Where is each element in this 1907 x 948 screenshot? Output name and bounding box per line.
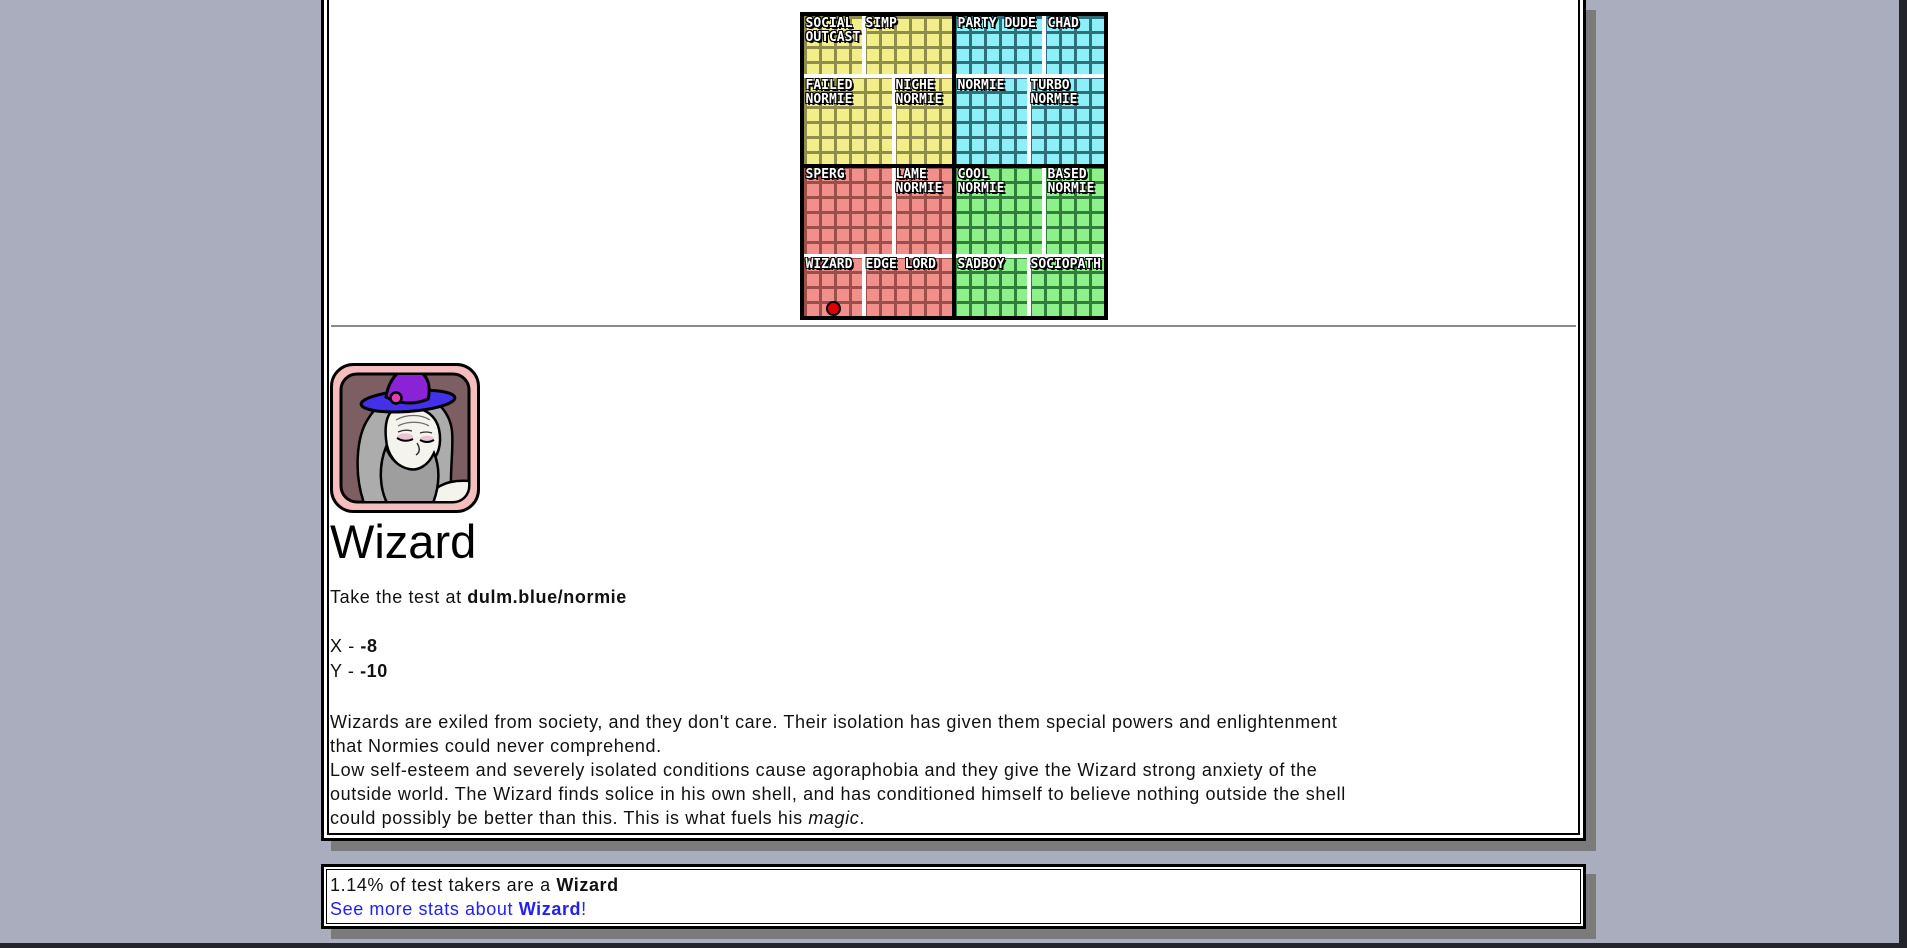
region-label-simp: SIMP	[865, 16, 897, 31]
region-label-party-dude: PARTY DUDE	[957, 16, 1036, 31]
stats-link-prefix: See more stats about	[330, 899, 519, 919]
chart-section: SOCIAL OUTCAST SIMP PARTY DUDE CHAD FAILED N…	[799, 12, 1108, 320]
description-line-end: could possibly be better than this. This…	[330, 808, 809, 828]
region-label-cool-normie: COOL NORMIE	[957, 167, 1005, 196]
coordinates-block: X - -8 Y - -10	[330, 634, 1572, 684]
sub-divider-line	[1026, 76, 1031, 166]
axis-line	[803, 164, 1104, 168]
magic-italic-word: magic	[808, 808, 860, 828]
region-label-social-outcast: SOCIAL OUTCAST	[805, 16, 861, 45]
region-label-turbo-normie: TURBO NORMIE	[1030, 78, 1078, 107]
quadrant-top-left	[803, 16, 954, 166]
normie-alignment-chart: SOCIAL OUTCAST SIMP PARTY DUDE CHAD FAILED N…	[799, 12, 1108, 320]
stats-content: 1.14% of test takers are a Wizard See mo…	[327, 870, 1580, 921]
sub-divider-line	[861, 256, 866, 316]
x-coordinate-label: X -	[330, 636, 361, 656]
result-section: Wizard Take the test at dulm.blue/normie…	[329, 363, 1578, 833]
description-line: that Normies could never comprehend.	[330, 736, 662, 756]
main-window: SOCIAL OUTCAST SIMP PARTY DUDE CHAD FAILED N…	[321, 0, 1586, 841]
percent-text: 1.14% of test takers are a	[330, 875, 557, 895]
stats-window: 1.14% of test takers are a Wizard See mo…	[321, 864, 1586, 929]
region-label-niche-normie: NICHE NORMIE	[895, 78, 943, 107]
stats-link-suffix: !	[581, 899, 587, 919]
screen-edge-bottom	[0, 943, 1907, 948]
region-label-edge-lord: EDGE LORD	[865, 257, 936, 272]
sub-divider-line	[1041, 16, 1046, 76]
take-test-line: Take the test at dulm.blue/normie	[330, 587, 1572, 608]
take-test-prefix: Take the test at	[330, 587, 468, 607]
region-label-sadboy: SADBOY	[957, 257, 1005, 272]
wizard-beard	[379, 443, 440, 501]
x-coordinate-value: -8	[360, 636, 378, 656]
result-description: Wizards are exiled from society, and the…	[330, 710, 1572, 830]
region-label-sociopath: SOCIOPATH	[1030, 257, 1101, 272]
y-coordinate-line: Y - -10	[330, 659, 1572, 684]
sub-divider-line	[1026, 256, 1031, 316]
test-site-name: dulm.blue/normie	[467, 587, 627, 607]
screen-edge-right	[1899, 0, 1907, 948]
see-more-stats-link[interactable]: See more stats about Wizard!	[330, 899, 587, 919]
wizard-avatar-image	[330, 363, 480, 513]
wizard-hat-ornament	[389, 391, 403, 405]
sub-divider-line	[891, 76, 896, 166]
y-coordinate-value: -10	[360, 661, 388, 681]
stats-link-type-name: Wizard	[518, 899, 582, 919]
region-label-failed-normie: FAILED NORMIE	[805, 78, 853, 107]
stats-link-line: See more stats about Wizard!	[330, 897, 1576, 921]
region-label-lame-normie: LAME NORMIE	[895, 167, 943, 196]
quadrant-bottom-left	[803, 166, 954, 316]
section-divider	[331, 325, 1576, 327]
y-coordinate-label: Y -	[330, 661, 361, 681]
sub-divider-line	[1041, 166, 1046, 256]
description-period: .	[859, 808, 865, 828]
percent-line: 1.14% of test takers are a Wizard	[330, 873, 1576, 897]
sub-divider-line	[861, 16, 866, 76]
main-inner-frame: SOCIAL OUTCAST SIMP PARTY DUDE CHAD FAILED N…	[327, 0, 1580, 835]
result-title: Wizard	[330, 515, 477, 568]
region-label-wizard: WIZARD	[805, 257, 853, 272]
region-label-chad: CHAD	[1047, 16, 1079, 31]
percent-type-name: Wizard	[556, 875, 619, 895]
x-coordinate-line: X - -8	[330, 634, 1572, 659]
description-line: outside world. The Wizard finds solice i…	[330, 784, 1346, 804]
result-point-marker	[826, 300, 841, 316]
sub-divider-line	[891, 166, 896, 256]
stats-inner-frame: 1.14% of test takers are a Wizard See mo…	[326, 869, 1581, 924]
region-label-sperg: SPERG	[805, 167, 845, 182]
description-line: could possibly be better than this. This…	[330, 806, 1572, 830]
region-label-based-normie: BASED NORMIE	[1047, 167, 1095, 196]
description-line: Low self-esteem and severely isolated co…	[330, 760, 1318, 780]
region-label-normie: NORMIE	[957, 78, 1005, 93]
description-line: Wizards are exiled from society, and the…	[330, 712, 1338, 732]
quadrant-top-right	[953, 16, 1104, 166]
